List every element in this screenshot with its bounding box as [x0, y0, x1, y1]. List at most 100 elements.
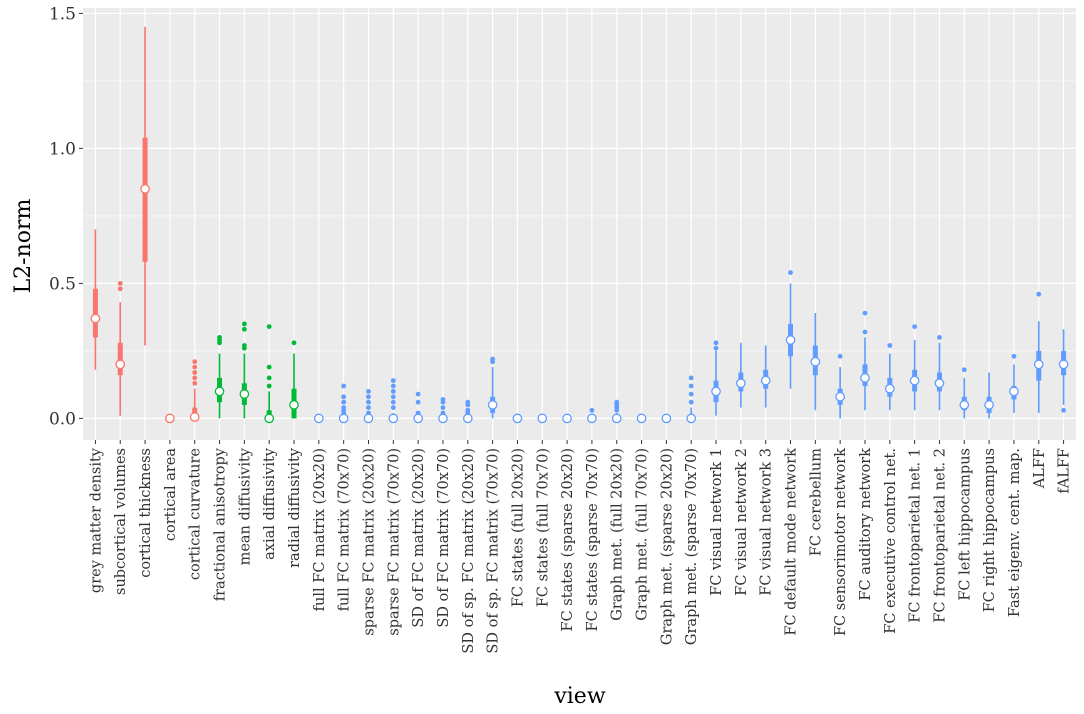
x-tick-label: Graph met. (sparse 70x70): [684, 448, 700, 645]
outlier-point: [688, 375, 694, 381]
box-14: [438, 397, 448, 424]
median-point: [313, 413, 324, 424]
box-13: [413, 391, 423, 424]
outlier-point: [440, 405, 446, 410]
box-11: [363, 389, 374, 424]
median-point: [512, 413, 523, 424]
outlier-point: [862, 329, 868, 335]
outlier-point: [688, 399, 694, 405]
box-17: [512, 413, 523, 424]
x-tick-label: Fast eigenv. cent. map.: [1007, 448, 1023, 617]
x-tick-label: radial diffusivity: [287, 447, 303, 568]
outlier-point: [713, 340, 719, 346]
median-point: [1033, 359, 1044, 370]
x-tick-label: FC states (sparse 20x20): [560, 448, 576, 631]
box-39: [1058, 329, 1069, 413]
box-24: [686, 375, 697, 424]
median-point: [636, 413, 647, 424]
outlier-point: [862, 310, 868, 316]
box-16: [487, 356, 498, 419]
x-tick-label: FC states (full 20x20): [510, 448, 526, 607]
outlier-point: [117, 286, 123, 292]
median-point: [959, 400, 970, 410]
x-tick-label: FC states (full 70x70): [535, 448, 551, 607]
box-5: [214, 335, 225, 419]
box-38: [1033, 291, 1044, 413]
median-point: [90, 313, 101, 324]
outlier-point: [390, 378, 396, 383]
outlier-point: [961, 367, 967, 373]
median-point: [338, 413, 349, 424]
box-36: [984, 372, 994, 419]
box-29: [810, 313, 821, 411]
outlier-point: [788, 270, 793, 275]
median-point: [537, 413, 548, 424]
x-tick-label: full FC matrix (70x70): [337, 448, 353, 611]
outlier-point: [937, 335, 942, 340]
outlier-point: [1061, 407, 1066, 413]
outlier-point: [887, 343, 893, 348]
outlier-point: [241, 326, 247, 332]
x-tick-label: FC right hippocampus: [982, 448, 998, 612]
outlier-point: [390, 389, 396, 394]
box-18: [537, 413, 548, 424]
x-axis-title: view: [553, 684, 605, 709]
box-2: [140, 26, 150, 346]
median-point: [661, 413, 672, 424]
outlier-point: [192, 380, 198, 386]
y-tick-label: 1.5: [49, 4, 76, 24]
median-point: [562, 413, 572, 424]
y-axis-title: L2-norm: [11, 198, 36, 293]
median-point: [487, 400, 498, 410]
x-tick-label: cortical thickness: [138, 448, 154, 578]
outlier-point: [415, 391, 421, 397]
outlier-point: [1036, 291, 1042, 297]
box-19: [562, 413, 572, 424]
box-32: [884, 343, 895, 411]
outlier-point: [241, 343, 247, 348]
x-tick-label: SD of FC matrix (20x20): [411, 448, 427, 628]
outlier-point: [192, 370, 198, 375]
panel-background: [83, 8, 1076, 440]
x-tick-label: subcortical volumes: [113, 448, 129, 595]
outlier-point: [266, 364, 272, 370]
iqr-bar: [142, 137, 148, 262]
x-tick-label: FC left hippocampus: [957, 448, 973, 601]
x-tick-label: axial diffusivity: [262, 447, 278, 560]
median-point: [984, 400, 994, 410]
x-tick-label: Graph met. (full 20x20): [610, 448, 626, 621]
median-point: [264, 413, 275, 424]
x-tick-label: mean diffusivity: [237, 447, 253, 565]
x-tick-label: FC sensorimotor network: [833, 448, 849, 636]
outlier-point: [366, 389, 371, 394]
x-tick-label: SD of FC matrix (70x70): [436, 448, 452, 628]
x-tick-label: FC frontoparietal net. 1: [908, 448, 924, 623]
box-12: [388, 378, 399, 424]
outlier-point: [390, 383, 396, 389]
median-point: [239, 389, 250, 399]
y-tick-label: 0.0: [49, 409, 76, 429]
x-tick-label: Graph met. (full 70x70): [635, 448, 651, 621]
outlier-point: [266, 324, 272, 329]
box-34: [934, 335, 945, 411]
x-tick-label: cortical curvature: [188, 448, 204, 580]
median-point: [860, 373, 870, 383]
median-point: [760, 375, 771, 386]
box-30: [835, 353, 846, 419]
outlier-point: [192, 375, 198, 381]
median-point: [1058, 359, 1069, 370]
iqr-bar: [92, 288, 98, 338]
x-tick-label: full FC matrix (20x20): [312, 448, 328, 611]
box-21: [611, 399, 622, 424]
median-point: [165, 413, 175, 424]
box-28: [785, 270, 796, 389]
median-point: [289, 400, 299, 410]
outlier-point: [217, 335, 222, 340]
outlier-point: [713, 345, 719, 351]
x-tick-label: FC default mode network: [784, 448, 800, 636]
box-33: [909, 324, 920, 411]
outlier-point: [465, 399, 471, 405]
median-point: [438, 413, 448, 424]
outlier-point: [266, 375, 272, 381]
